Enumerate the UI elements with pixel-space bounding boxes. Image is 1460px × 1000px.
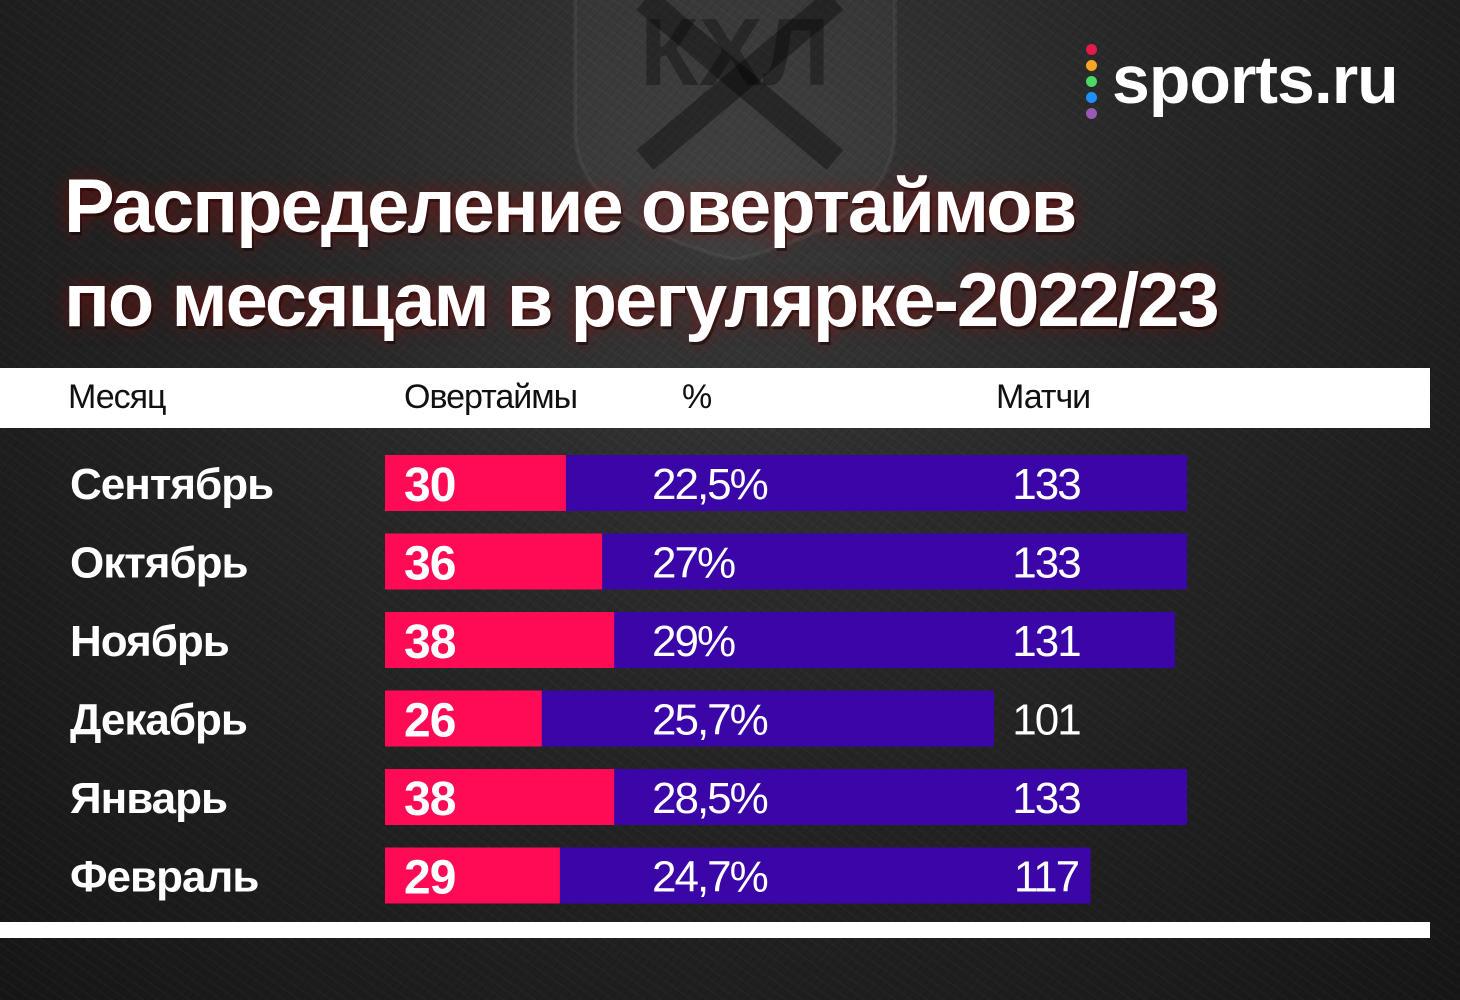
column-header-month: Месяц [68, 378, 166, 416]
overtime-value-label: 38 [404, 773, 456, 826]
khl-watermark-text: КХЛ [640, 0, 830, 106]
logo-dot [1086, 44, 1097, 55]
column-header-overtimes: Овертаймы [404, 378, 578, 416]
month-label: Февраль [70, 853, 258, 902]
matches-value-label: 133 [1012, 460, 1080, 509]
overtime-value-label: 30 [404, 459, 455, 512]
overtime-value-label: 26 [404, 695, 455, 748]
overtime-bar [385, 769, 615, 825]
column-header-matches: Матчи [996, 378, 1091, 416]
matches-value-label: 101 [1012, 696, 1080, 745]
logo-text: sports.ru [1112, 42, 1399, 118]
month-label: Январь [70, 774, 227, 823]
chart-title-line-1: Распределение овертаймов [64, 164, 1077, 249]
matches-value-label: 117 [1014, 853, 1079, 902]
percent-label: 22,5% [652, 460, 768, 509]
percent-label: 29% [652, 617, 735, 666]
overtime-bar [385, 690, 542, 747]
percent-label: 28,5% [652, 774, 768, 823]
matches-value-label: 131 [1012, 617, 1080, 666]
overtime-bar [385, 533, 603, 590]
chart-title: Распределение овертаймов по месяцам в ре… [64, 160, 1404, 348]
table-header-band [0, 368, 1430, 428]
overtime-value-label: 29 [404, 852, 455, 905]
month-label: Ноябрь [70, 617, 229, 666]
month-label: Декабрь [70, 696, 247, 745]
overtime-bar [385, 847, 560, 904]
overtime-value-label: 38 [404, 616, 456, 669]
overtime-bar [385, 455, 566, 511]
column-header-percent: % [682, 378, 712, 416]
overtime-value-label: 36 [404, 538, 455, 591]
month-label: Сентябрь [70, 460, 273, 509]
matches-value-label: 133 [1012, 539, 1080, 588]
percent-label: 24,7% [652, 853, 768, 902]
logo-dot [1086, 108, 1097, 119]
matches-value-label: 133 [1012, 774, 1080, 823]
khl-logo-watermark: КХЛ [573, 0, 897, 260]
overtime-bar [385, 612, 615, 668]
logo-dots-icon [1084, 44, 1098, 120]
month-label: Октябрь [70, 539, 248, 588]
percent-label: 25,7% [652, 696, 768, 745]
logo-dot [1086, 76, 1097, 87]
table-footer-band [0, 922, 1430, 938]
percent-label: 27% [652, 539, 735, 588]
logo-dot [1086, 92, 1097, 103]
chart-title-line-2: по месяцам в регулярке-2022/23 [64, 258, 1220, 343]
logo-dot [1086, 60, 1097, 71]
